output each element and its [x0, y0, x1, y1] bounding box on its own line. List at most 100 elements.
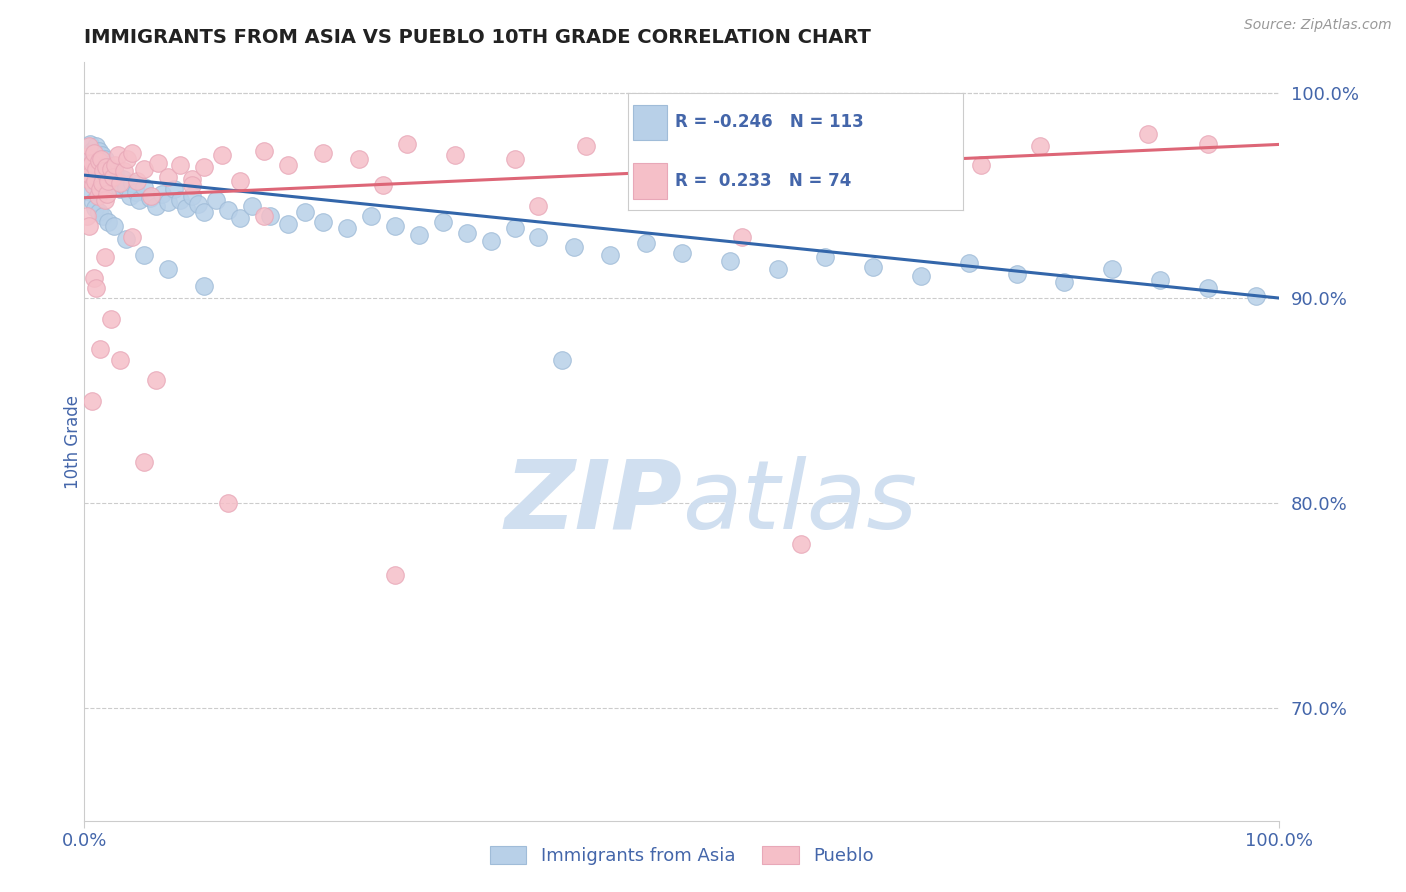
Point — [862, 260, 884, 275]
Point — [101, 170, 124, 185]
Point — [121, 177, 143, 191]
Point — [76, 209, 98, 223]
Point — [1053, 275, 1076, 289]
Point — [970, 158, 993, 172]
Point — [456, 226, 478, 240]
Point — [86, 166, 108, 180]
Point — [90, 168, 112, 182]
Point — [193, 278, 215, 293]
Point — [93, 177, 115, 191]
Point — [89, 343, 111, 357]
Point — [1137, 127, 1160, 141]
Point — [83, 270, 105, 285]
Point — [89, 182, 111, 196]
Point — [922, 152, 945, 166]
Point — [76, 160, 98, 174]
Point — [89, 172, 111, 186]
Point — [766, 262, 789, 277]
Point — [1029, 139, 1052, 153]
Point — [187, 197, 209, 211]
Point — [336, 221, 359, 235]
Point — [827, 144, 849, 158]
Point — [150, 186, 173, 201]
Point — [479, 234, 502, 248]
Point — [384, 219, 406, 234]
Point — [97, 172, 120, 186]
Point — [128, 193, 150, 207]
Point — [86, 161, 108, 176]
Point — [527, 229, 550, 244]
Point — [139, 191, 162, 205]
Point — [1197, 281, 1219, 295]
Point — [181, 172, 204, 186]
Point — [193, 205, 215, 219]
Point — [83, 161, 105, 176]
Point — [77, 219, 100, 234]
Point — [115, 180, 138, 194]
Point — [93, 164, 115, 178]
Point — [503, 221, 526, 235]
Point — [503, 152, 526, 166]
Point — [97, 174, 120, 188]
Point — [107, 174, 129, 188]
Point — [83, 145, 105, 160]
Legend: Immigrants from Asia, Pueblo: Immigrants from Asia, Pueblo — [484, 838, 880, 872]
Point — [100, 161, 122, 176]
Point — [82, 194, 104, 209]
Point — [90, 152, 112, 166]
Point — [910, 268, 932, 283]
Point — [349, 152, 371, 166]
Point — [384, 567, 406, 582]
Point — [312, 215, 335, 229]
Point — [77, 172, 100, 186]
Point — [132, 248, 156, 262]
Point — [86, 188, 108, 202]
Point — [94, 160, 117, 174]
Point — [84, 201, 107, 215]
Point — [79, 185, 101, 199]
Point — [240, 199, 263, 213]
Point — [193, 160, 215, 174]
Point — [77, 164, 100, 178]
Point — [86, 281, 108, 295]
Text: IMMIGRANTS FROM ASIA VS PUEBLO 10TH GRADE CORRELATION CHART: IMMIGRANTS FROM ASIA VS PUEBLO 10TH GRAD… — [84, 28, 872, 47]
Text: Source: ZipAtlas.com: Source: ZipAtlas.com — [1244, 18, 1392, 32]
Point — [87, 144, 110, 158]
Point — [157, 194, 180, 209]
Point — [647, 147, 669, 161]
Point — [408, 227, 430, 242]
Point — [718, 254, 741, 268]
Point — [80, 144, 103, 158]
Point — [79, 174, 101, 188]
Point — [731, 156, 754, 170]
Point — [145, 199, 167, 213]
Point — [121, 145, 143, 160]
Point — [93, 209, 115, 223]
Point — [115, 232, 138, 246]
Point — [80, 156, 103, 170]
Point — [112, 164, 135, 178]
Point — [259, 209, 281, 223]
Text: ZIP: ZIP — [503, 456, 682, 549]
Point — [96, 186, 118, 201]
Point — [87, 158, 110, 172]
Point — [148, 156, 170, 170]
Point — [957, 256, 980, 270]
Point — [1005, 267, 1028, 281]
Point — [107, 147, 129, 161]
Point — [100, 311, 122, 326]
Point — [84, 174, 107, 188]
Point — [89, 160, 111, 174]
Point — [157, 170, 180, 185]
Point — [169, 193, 191, 207]
Point — [82, 170, 104, 185]
Point — [77, 139, 100, 153]
Point — [86, 152, 108, 166]
Point — [79, 137, 101, 152]
Point — [100, 161, 122, 176]
Point — [790, 537, 813, 551]
Point — [360, 209, 382, 223]
Point — [93, 164, 115, 178]
Point — [277, 217, 299, 231]
Point — [101, 170, 124, 185]
